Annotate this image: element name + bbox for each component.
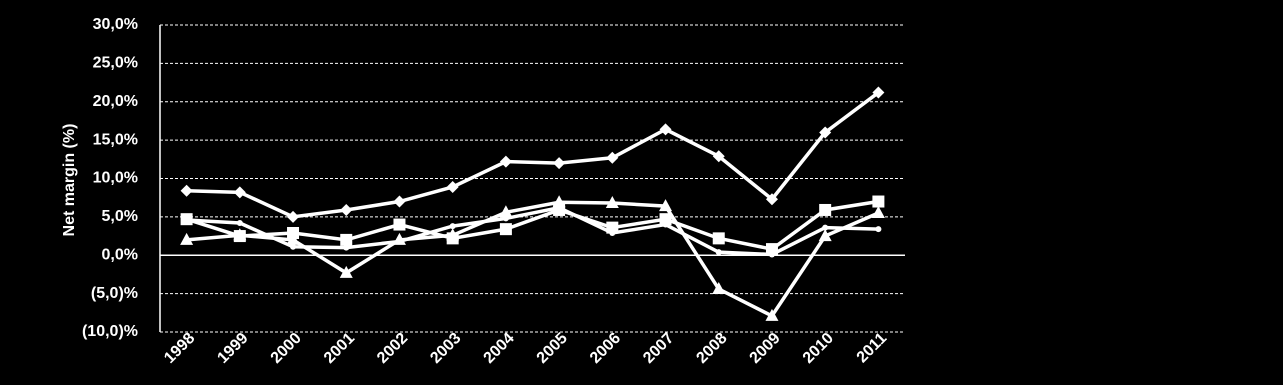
point xyxy=(662,221,669,228)
series-line xyxy=(186,205,879,257)
x-tick-label: 2010 xyxy=(800,330,837,367)
point xyxy=(233,228,247,241)
point xyxy=(502,215,509,222)
point xyxy=(499,223,512,236)
point xyxy=(393,218,406,231)
y-tick-label: 5,0% xyxy=(102,208,138,225)
point xyxy=(393,195,406,208)
point xyxy=(553,157,566,170)
x-tick-label: 2005 xyxy=(534,330,571,367)
point xyxy=(765,308,779,321)
x-tick-label: 2008 xyxy=(693,330,730,367)
point xyxy=(765,193,778,206)
y-tick-label: 15,0% xyxy=(93,131,138,148)
point xyxy=(286,232,300,245)
point xyxy=(872,86,885,99)
x-tick-label: 2006 xyxy=(587,330,624,367)
point xyxy=(875,226,882,233)
y-axis-label: Net margin (%) xyxy=(61,124,78,237)
y-tick-label: (10,0)% xyxy=(82,323,138,340)
point xyxy=(287,210,300,223)
point xyxy=(340,203,353,216)
y-tick-label: 10,0% xyxy=(93,170,138,187)
point xyxy=(822,224,829,231)
x-tick-label: 1998 xyxy=(161,330,198,367)
point xyxy=(605,196,619,209)
point xyxy=(871,206,885,219)
point xyxy=(396,238,403,245)
x-tick-label: 2011 xyxy=(854,330,891,367)
point xyxy=(712,232,725,245)
point xyxy=(552,195,566,208)
x-tick-label: 2001 xyxy=(321,330,358,367)
point xyxy=(290,243,297,250)
x-tick-label: 2000 xyxy=(268,330,305,367)
series-line xyxy=(186,91,880,219)
x-tick-label: 2003 xyxy=(427,330,464,367)
point xyxy=(659,123,672,136)
point xyxy=(339,265,353,278)
point xyxy=(236,220,243,227)
x-tick-label: 2007 xyxy=(640,330,677,367)
point xyxy=(556,204,563,211)
point xyxy=(180,184,193,197)
point xyxy=(818,229,832,242)
point xyxy=(340,233,353,246)
point xyxy=(819,203,832,216)
x-tick-label: 1999 xyxy=(214,330,251,367)
point xyxy=(819,126,832,139)
point xyxy=(233,186,246,199)
point xyxy=(659,199,673,212)
x-tick-label: 2004 xyxy=(481,330,518,367)
y-tick-label: 30,0% xyxy=(93,16,138,33)
point xyxy=(715,249,722,256)
point xyxy=(768,251,775,258)
point xyxy=(499,155,512,168)
x-tick-label: 2002 xyxy=(374,330,411,367)
point xyxy=(449,223,456,230)
y-tick-label: 20,0% xyxy=(93,93,138,110)
point xyxy=(499,205,513,218)
point xyxy=(446,228,460,241)
point xyxy=(606,151,619,164)
point xyxy=(609,229,616,236)
point xyxy=(712,150,725,163)
point xyxy=(343,244,350,251)
point xyxy=(446,180,459,193)
x-tick-label: 2009 xyxy=(747,330,784,367)
point xyxy=(183,216,190,223)
series-line xyxy=(186,199,879,251)
point xyxy=(872,195,885,208)
point xyxy=(659,213,672,226)
point xyxy=(180,232,194,245)
y-tick-label: 25,0% xyxy=(93,55,138,72)
point xyxy=(712,282,726,295)
y-tick-label: 0,0% xyxy=(102,246,138,263)
y-tick-label: (5,0)% xyxy=(91,285,138,302)
